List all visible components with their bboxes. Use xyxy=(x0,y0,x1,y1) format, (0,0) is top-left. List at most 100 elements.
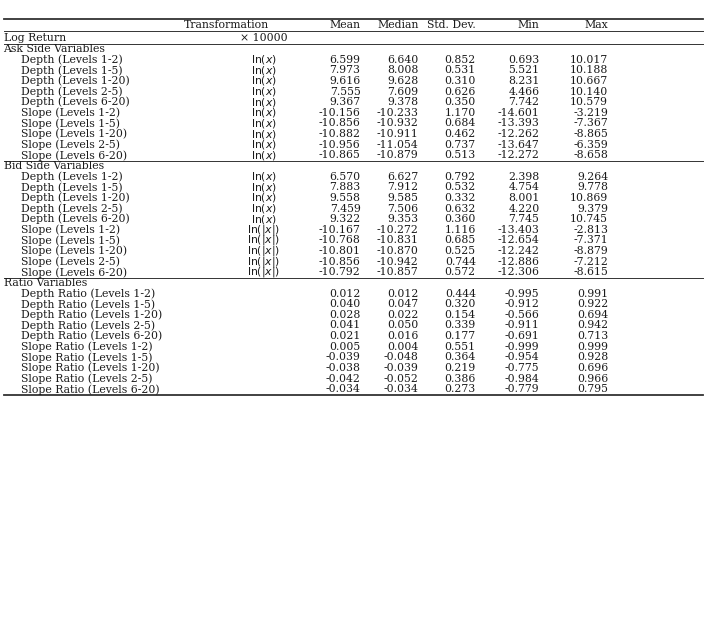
Text: Depth (Levels 6-20): Depth (Levels 6-20) xyxy=(21,214,130,225)
Text: $\ln(x)$: $\ln(x)$ xyxy=(251,149,276,162)
Text: -13.403: -13.403 xyxy=(498,225,539,235)
Text: 7.609: 7.609 xyxy=(387,87,419,96)
Text: Slope (Levels 6-20): Slope (Levels 6-20) xyxy=(21,150,127,161)
Text: -12.262: -12.262 xyxy=(498,129,539,139)
Text: 7.912: 7.912 xyxy=(387,182,419,192)
Text: 0.012: 0.012 xyxy=(387,289,419,299)
Text: Min: Min xyxy=(518,20,539,30)
Text: $\ln(|x|)$: $\ln(|x|)$ xyxy=(247,254,280,268)
Text: -7.367: -7.367 xyxy=(573,118,608,128)
Text: $\ln(|x|)$: $\ln(|x|)$ xyxy=(247,223,280,237)
Text: 0.462: 0.462 xyxy=(445,129,476,139)
Text: 9.778: 9.778 xyxy=(577,182,608,192)
Text: -12.886: -12.886 xyxy=(498,257,539,266)
Text: Depth Ratio (Levels 6-20): Depth Ratio (Levels 6-20) xyxy=(21,331,163,341)
Text: -13.393: -13.393 xyxy=(498,118,539,128)
Text: Depth (Levels 1-20): Depth (Levels 1-20) xyxy=(21,192,130,203)
Text: Depth (Levels 6-20): Depth (Levels 6-20) xyxy=(21,97,130,108)
Text: 0.028: 0.028 xyxy=(329,310,361,320)
Text: 9.367: 9.367 xyxy=(329,97,361,107)
Text: 0.219: 0.219 xyxy=(445,363,476,373)
Text: $\ln(x)$: $\ln(x)$ xyxy=(251,64,276,77)
Text: 0.572: 0.572 xyxy=(445,267,476,277)
Text: 6.599: 6.599 xyxy=(329,54,361,65)
Text: $\ln(x)$: $\ln(x)$ xyxy=(251,191,276,204)
Text: Transformation: Transformation xyxy=(184,20,269,30)
Text: Slope (Levels 1-2): Slope (Levels 1-2) xyxy=(21,108,120,118)
Text: 0.694: 0.694 xyxy=(577,310,608,320)
Text: Slope Ratio (Levels 1-2): Slope Ratio (Levels 1-2) xyxy=(21,341,153,352)
Text: Depth Ratio (Levels 1-20): Depth Ratio (Levels 1-20) xyxy=(21,310,163,320)
Text: Slope (Levels 1-20): Slope (Levels 1-20) xyxy=(21,246,127,256)
Text: 0.532: 0.532 xyxy=(445,182,476,192)
Text: 0.004: 0.004 xyxy=(387,342,419,352)
Text: 9.353: 9.353 xyxy=(387,214,419,224)
Text: Bid Side Variables: Bid Side Variables xyxy=(4,161,104,171)
Text: 0.922: 0.922 xyxy=(577,299,608,309)
Text: -10.879: -10.879 xyxy=(377,151,419,160)
Text: -10.882: -10.882 xyxy=(319,129,361,139)
Text: $\ln(x)$: $\ln(x)$ xyxy=(251,85,276,98)
Text: 0.693: 0.693 xyxy=(508,54,539,65)
Text: 0.339: 0.339 xyxy=(445,320,476,330)
Text: -0.034: -0.034 xyxy=(384,384,419,394)
Text: -10.856: -10.856 xyxy=(319,257,361,266)
Text: 0.685: 0.685 xyxy=(445,235,476,246)
Text: Max: Max xyxy=(584,20,608,30)
Text: 0.626: 0.626 xyxy=(445,87,476,96)
Text: $\ln(x)$: $\ln(x)$ xyxy=(251,75,276,87)
Text: 0.696: 0.696 xyxy=(577,363,608,373)
Text: 0.737: 0.737 xyxy=(445,140,476,149)
Text: 0.513: 0.513 xyxy=(445,151,476,160)
Text: 0.551: 0.551 xyxy=(445,342,476,352)
Text: Slope (Levels 1-5): Slope (Levels 1-5) xyxy=(21,118,120,128)
Text: 0.928: 0.928 xyxy=(577,353,608,362)
Text: 0.684: 0.684 xyxy=(445,118,476,128)
Text: -0.034: -0.034 xyxy=(326,384,361,394)
Text: -11.054: -11.054 xyxy=(377,140,419,149)
Text: Depth (Levels 1-2): Depth (Levels 1-2) xyxy=(21,54,123,65)
Text: 0.525: 0.525 xyxy=(445,246,476,256)
Text: 0.021: 0.021 xyxy=(329,331,361,341)
Text: $\ln(x)$: $\ln(x)$ xyxy=(251,213,276,225)
Text: -7.212: -7.212 xyxy=(573,257,608,266)
Text: 0.444: 0.444 xyxy=(445,289,476,299)
Text: Slope (Levels 2-5): Slope (Levels 2-5) xyxy=(21,256,120,267)
Text: 10.869: 10.869 xyxy=(570,193,608,203)
Text: 0.050: 0.050 xyxy=(387,320,419,330)
Text: -0.911: -0.911 xyxy=(505,320,539,330)
Text: Slope (Levels 2-5): Slope (Levels 2-5) xyxy=(21,139,120,150)
Text: -3.219: -3.219 xyxy=(573,108,608,118)
Text: 9.616: 9.616 xyxy=(329,76,361,86)
Text: -10.865: -10.865 xyxy=(319,151,361,160)
Text: -10.911: -10.911 xyxy=(377,129,419,139)
Text: 9.379: 9.379 xyxy=(577,204,608,213)
Text: -0.984: -0.984 xyxy=(505,373,539,384)
Text: Depth (Levels 1-5): Depth (Levels 1-5) xyxy=(21,65,123,75)
Text: -7.371: -7.371 xyxy=(573,235,608,246)
Text: -0.039: -0.039 xyxy=(384,363,419,373)
Text: 6.627: 6.627 xyxy=(387,172,419,182)
Text: 10.667: 10.667 xyxy=(570,76,608,86)
Text: 9.628: 9.628 xyxy=(387,76,419,86)
Text: -6.359: -6.359 xyxy=(573,140,608,149)
Text: 10.579: 10.579 xyxy=(570,97,608,107)
Text: 0.744: 0.744 xyxy=(445,257,476,266)
Text: 4.220: 4.220 xyxy=(508,204,539,213)
Text: 0.041: 0.041 xyxy=(329,320,361,330)
Text: -2.813: -2.813 xyxy=(573,225,608,235)
Text: $\ln(x)$: $\ln(x)$ xyxy=(251,96,276,109)
Text: 8.001: 8.001 xyxy=(508,193,539,203)
Text: Slope Ratio (Levels 1-20): Slope Ratio (Levels 1-20) xyxy=(21,363,160,373)
Text: -0.048: -0.048 xyxy=(384,353,419,362)
Text: -8.865: -8.865 xyxy=(573,129,608,139)
Text: Ratio Variables: Ratio Variables xyxy=(4,278,87,288)
Text: $\ln(x)$: $\ln(x)$ xyxy=(251,53,276,66)
Text: 0.022: 0.022 xyxy=(387,310,419,320)
Text: 4.466: 4.466 xyxy=(508,87,539,96)
Text: 0.966: 0.966 xyxy=(577,373,608,384)
Text: $\ln(x)$: $\ln(x)$ xyxy=(251,138,276,151)
Text: 0.531: 0.531 xyxy=(445,65,476,75)
Text: -0.954: -0.954 xyxy=(505,353,539,362)
Text: Depth (Levels 1-5): Depth (Levels 1-5) xyxy=(21,182,123,192)
